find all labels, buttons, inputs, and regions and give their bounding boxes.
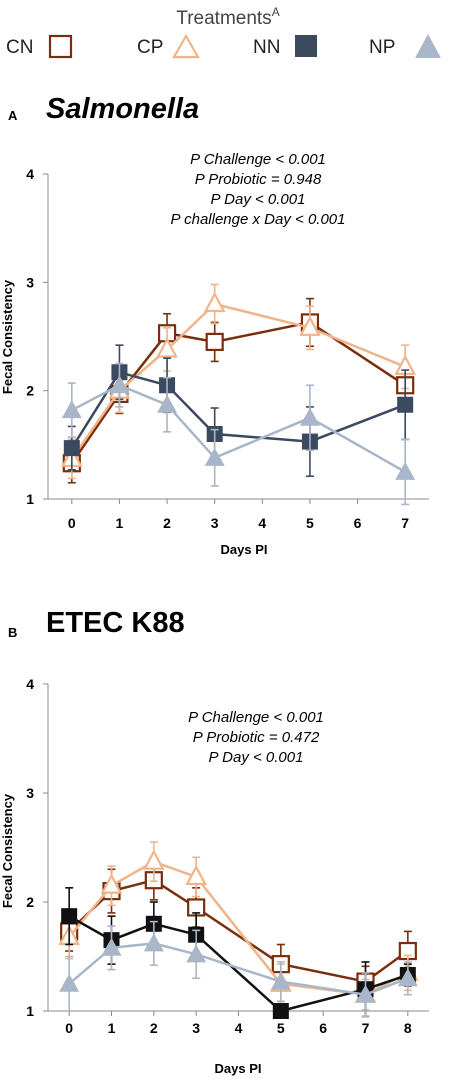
panel-a-x-tick-label: 3: [211, 515, 219, 531]
legend-item-nn: NN: [253, 35, 317, 58]
panel-a-title: Salmonella: [46, 93, 199, 125]
panel-a-y-tick-label: 4: [26, 166, 34, 182]
panel-b-y-tick-label: 3: [26, 785, 34, 801]
panel-b-series-np-point: [186, 944, 207, 963]
panel-b-stat-annotation: P Challenge < 0.001: [188, 709, 324, 726]
panel-a-x-tick-label: 0: [68, 515, 76, 531]
panel-a-x-tick-label: 4: [258, 515, 266, 531]
legend-item-cp: CP: [137, 33, 200, 59]
panel-a-series-nn-point: [397, 396, 414, 413]
panel-a-x-tick-label: 6: [354, 515, 362, 531]
panel-b-stat-annotation: P Day < 0.001: [209, 749, 304, 766]
panel-b-x-tick-label: 2: [150, 1020, 158, 1036]
panel-a: A Salmonella 1 2 3 4 0 1 2 3 4 5 6 7 Fecal Consistency…: [0, 93, 429, 557]
panel-b-y-tick-label: 4: [26, 676, 34, 692]
panel-b-stat-annotation: P Probiotic = 0.472: [193, 729, 320, 746]
panel-a-series-cn-line: [70, 321, 406, 465]
panel-b-series-np-point: [270, 971, 291, 990]
legend: TreatmentsA CN CP NN NP: [6, 5, 441, 59]
panel-b-x-tick-label: 1: [108, 1020, 116, 1036]
panel-b-x-axis-label: Days PI: [215, 1061, 262, 1076]
panel-a-series-cp-point: [299, 315, 321, 336]
panel-b-series-np-point: [397, 968, 418, 987]
panel-b-x-tick-label: 5: [277, 1020, 285, 1036]
panel-b-x-tick-label: 0: [65, 1020, 73, 1036]
panel-b-series-np-point: [143, 933, 164, 952]
panel-a-x-axis-label: Days PI: [221, 542, 268, 557]
panel-b-x-tick-label: 3: [192, 1020, 200, 1036]
panel-a-series-np-point: [395, 461, 416, 480]
legend-title-superscript: A: [272, 5, 280, 19]
panel-a-x-tick-label: 7: [401, 515, 409, 531]
legend-item-cn: CN: [6, 34, 73, 59]
panel-b-letter: B: [8, 625, 17, 640]
panel-a-series-nn: [63, 344, 414, 478]
panel-b: B ETEC K88 1 2 3 4 0 1 2 3 4 5 6 7 8 Fecal Consistency D…: [0, 607, 429, 1076]
panel-b-series-cp-point: [185, 864, 207, 886]
panel-a-series-np-point: [109, 375, 130, 394]
panel-b-series-np-point: [59, 973, 80, 992]
panel-a-x-tick-label: 2: [163, 515, 171, 531]
panel-b-series-nn-point: [272, 1003, 289, 1019]
panel-a-y-tick-label: 2: [26, 383, 34, 399]
panel-a-y-axis-label: Fecal Consistency: [0, 279, 15, 394]
panel-b-x-tick-label: 8: [404, 1020, 412, 1036]
panel-a-series-cp: [60, 283, 417, 480]
panel-b-x-tick-label: 4: [235, 1020, 243, 1036]
legend-marker-nn: [295, 35, 317, 57]
legend-title: TreatmentsA: [176, 5, 279, 29]
legend-label-nn: NN: [253, 37, 280, 58]
panel-b-x-tick-label: 6: [319, 1020, 327, 1036]
panel-b-series-nn-point: [61, 908, 78, 925]
panel-a-series-cp-line: [70, 302, 406, 460]
panel-b-series-np-point: [355, 984, 376, 1003]
legend-label-cn: CN: [6, 37, 33, 58]
panel-b-y-axis-label: Fecal Consistency: [0, 793, 15, 908]
panel-b-series-cp-point: [100, 873, 123, 894]
panel-a-series-np-line: [71, 383, 406, 473]
legend-marker-np: [415, 34, 441, 58]
legend-marker-cn: [48, 34, 73, 59]
panel-b-series-np-point: [101, 937, 122, 956]
panel-a-series-np-point: [299, 407, 320, 426]
legend-label-np: NP: [369, 37, 395, 58]
panel-a-series-nn-point: [63, 440, 80, 457]
panel-a-series-np-point: [204, 447, 225, 466]
panel-a-y-tick-label: 3: [26, 274, 34, 290]
panel-a-series-cp-point: [203, 291, 226, 313]
panel-a-series-cn-point: [205, 332, 224, 352]
panel-a-x-tick-label: 1: [116, 515, 124, 531]
panel-a-series-np: [61, 362, 416, 506]
panel-b-series-np: [59, 920, 418, 1018]
panel-a-y-tick-label: 1: [26, 491, 34, 507]
panel-a-series-nn-line: [70, 370, 406, 449]
panel-b-y-tick-label: 1: [26, 1003, 34, 1019]
panel-a-stat-annotation: P Probiotic = 0.948: [195, 171, 322, 188]
panel-a-stat-annotation: P challenge x Day < 0.001: [171, 211, 346, 228]
legend-label-cp: CP: [137, 37, 163, 58]
panel-a-series-np-point: [61, 400, 82, 419]
panel-b-title: ETEC K88: [46, 607, 185, 639]
panel-a-x-tick-label: 5: [306, 515, 314, 531]
panel-a-stat-annotation: P Challenge < 0.001: [190, 151, 326, 168]
panel-b-x-tick-label: 7: [362, 1020, 370, 1036]
panel-b-series-cp-point: [143, 849, 165, 870]
panel-a-stat-annotation: P Day < 0.001: [211, 191, 306, 208]
panel-a-series-cp-point: [156, 337, 178, 358]
legend-marker-cp: [172, 33, 200, 59]
legend-item-np: NP: [369, 34, 441, 58]
panel-a-letter: A: [8, 108, 18, 123]
panel-a-series-np-point: [157, 394, 178, 413]
panel-b-y-tick-label: 2: [26, 894, 34, 910]
